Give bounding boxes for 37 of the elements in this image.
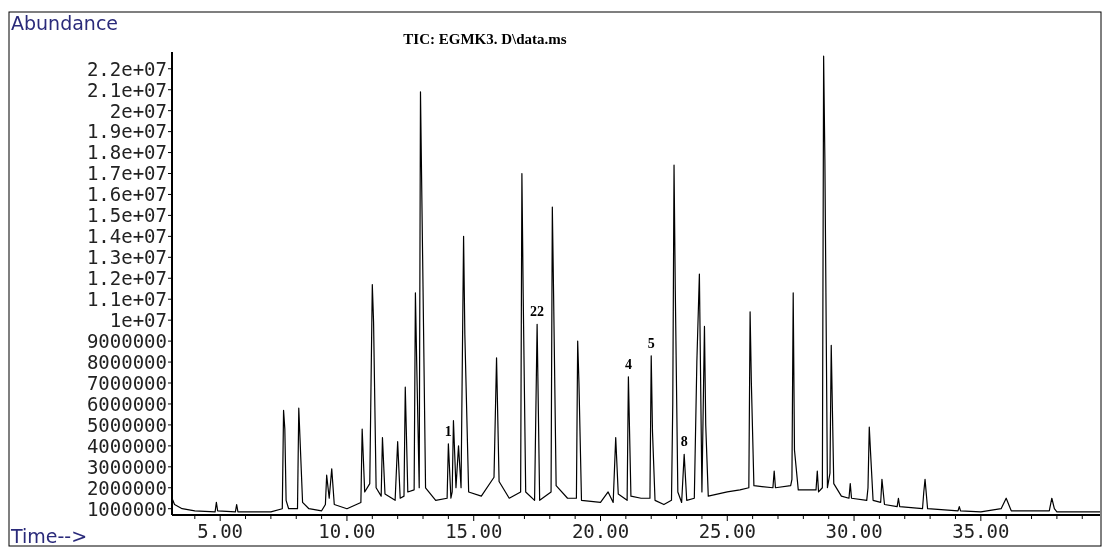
annotation: 1 <box>444 423 452 439</box>
y-tick-label: 1000000 <box>86 497 167 520</box>
y-tick-label: 1.2e+07 <box>86 267 167 290</box>
y-axis-title: Abundance <box>11 12 119 34</box>
y-tick-label: 1.4e+07 <box>86 225 167 248</box>
y-tick-label: 3000000 <box>86 455 167 478</box>
x-tick-label: 15.00 <box>445 520 503 542</box>
y-tick-label: 1.8e+07 <box>86 141 167 164</box>
chart-title: TIC: EGMK3. D\data.ms <box>403 31 567 47</box>
y-tick-label: 1.6e+07 <box>86 183 167 206</box>
y-tick-label: 6000000 <box>86 392 167 415</box>
annotation: 5 <box>647 335 655 351</box>
y-tick-label: 4000000 <box>86 434 167 457</box>
x-tick-label: 30.00 <box>825 520 883 542</box>
y-tick-label: 1.7e+07 <box>86 162 167 185</box>
annotation: 22 <box>530 304 545 320</box>
y-tick-label: 8000000 <box>86 350 167 373</box>
annotation: 8 <box>680 434 688 450</box>
x-tick-label: 10.00 <box>318 520 376 542</box>
x-tick-label: 20.00 <box>571 520 630 542</box>
y-tick-label: 1e+07 <box>109 309 167 331</box>
y-tick-label: 1.5e+07 <box>86 204 167 227</box>
y-tick-label: 7000000 <box>86 371 167 394</box>
x-tick-label: 5.00 <box>197 520 244 542</box>
x-axis-title: Time--> <box>10 525 88 547</box>
x-tick-label: 35.00 <box>952 520 1010 542</box>
y-tick-label: 2.1e+07 <box>86 78 167 101</box>
y-tick-label: 9000000 <box>86 329 167 352</box>
x-tick-label: 25.00 <box>698 520 756 542</box>
y-tick-label: 2.2e+07 <box>86 57 167 80</box>
y-tick-label: 1.3e+07 <box>86 246 167 269</box>
y-tick-label: 2000000 <box>86 476 167 499</box>
y-tick-label: 1.9e+07 <box>86 120 167 143</box>
annotation: 4 <box>624 356 632 372</box>
y-tick-label: 5000000 <box>86 413 167 436</box>
y-tick-label: 2e+07 <box>109 99 167 122</box>
y-tick-label: 1.1e+07 <box>86 288 167 311</box>
